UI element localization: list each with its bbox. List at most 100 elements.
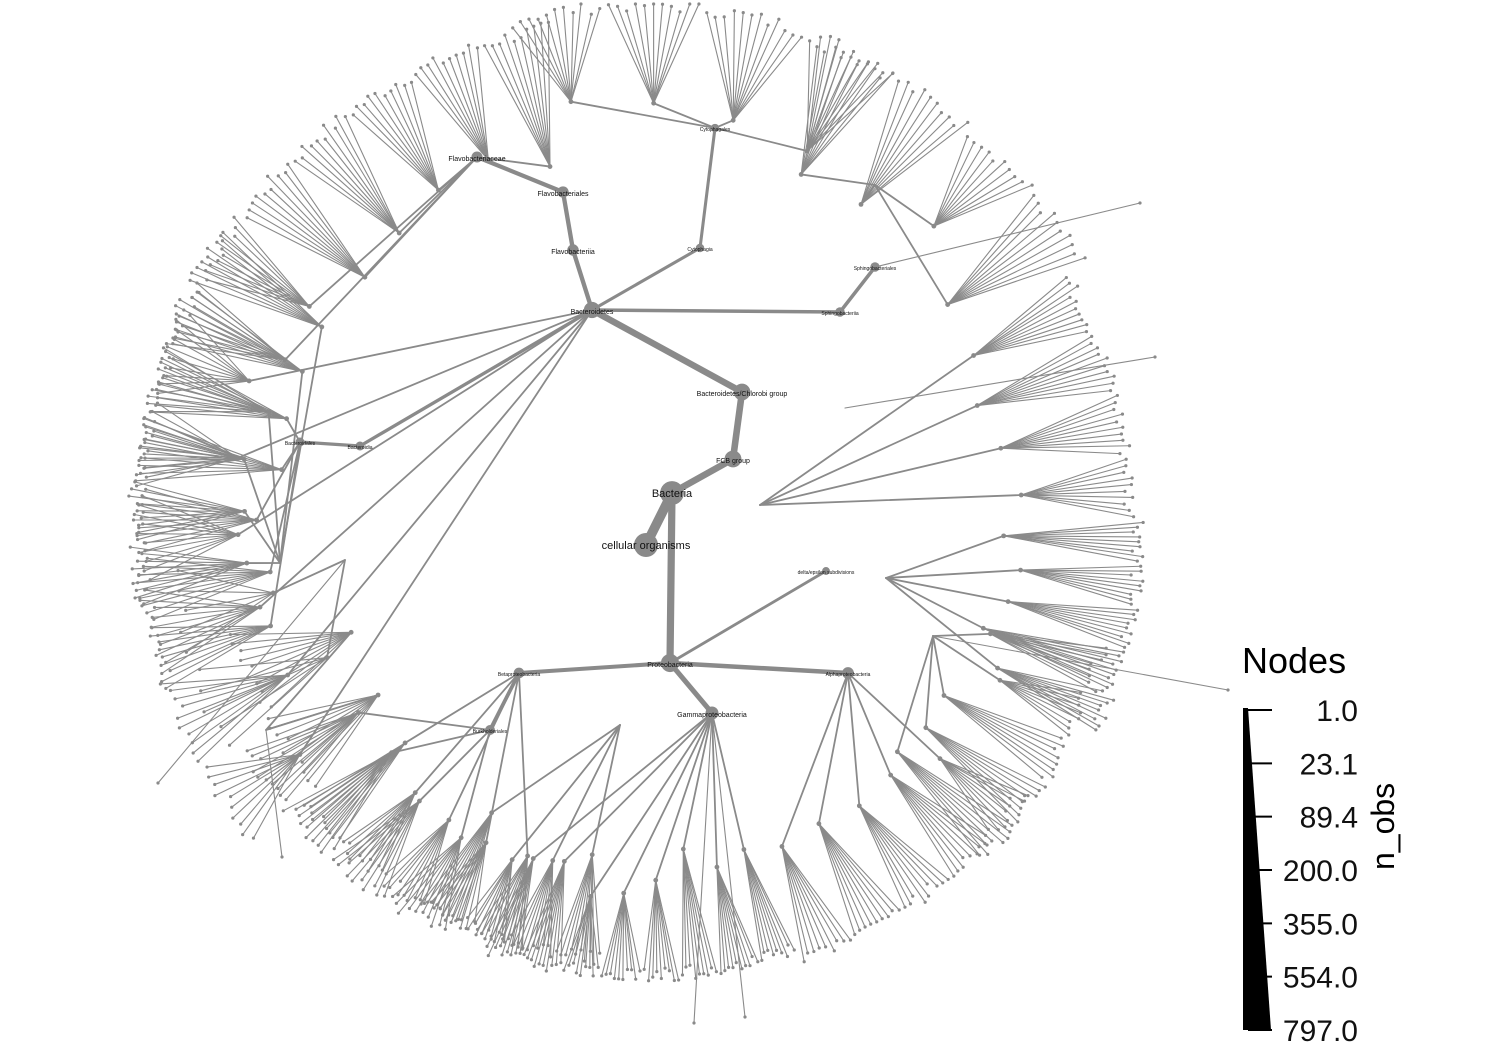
leaf-edge-218 <box>160 625 272 666</box>
leaf-node-287 <box>149 409 153 414</box>
legend-axis-label: n_obs <box>1365 782 1401 870</box>
leaf-edge-212 <box>176 329 250 382</box>
leaf-node-402 <box>1111 698 1116 702</box>
leaf-node-707 <box>275 733 279 737</box>
leaf-edge-526 <box>655 879 666 969</box>
leaf-node-547 <box>574 971 578 975</box>
leaf-node-489 <box>832 949 836 953</box>
leaf-node-36 <box>321 123 326 127</box>
edge-sphingobacteriales <box>838 265 877 314</box>
leaf-node-647 <box>345 851 350 856</box>
leaf-node-344 <box>1108 389 1113 393</box>
leaf-node-335 <box>1090 334 1094 338</box>
leaf-edge-676 <box>346 800 420 877</box>
leaf-node-577 <box>564 953 568 957</box>
leaf-node-457 <box>996 828 1000 832</box>
leaf-edge-422 <box>999 679 1080 720</box>
leaf-node-288 <box>145 401 150 405</box>
leaf-edge-558 <box>530 860 565 961</box>
leaf-node-434 <box>1043 785 1047 789</box>
leaf-edge-575 <box>575 854 593 955</box>
leaf-edge-466 <box>890 774 959 872</box>
leaf-node-587 <box>516 945 520 949</box>
leaf-edge-597 <box>474 859 513 924</box>
leaf-node-21 <box>247 208 251 212</box>
leaf-edge-45 <box>384 95 439 191</box>
leaf-edge-64 <box>513 40 551 168</box>
node-fcb <box>724 450 742 468</box>
leaf-node-676 <box>345 874 349 878</box>
leaf-node-498 <box>780 951 784 955</box>
node-label-flavobacteriia: Flavobacteriia <box>551 249 595 256</box>
leaf-node-675 <box>350 879 354 883</box>
leaf-edge-485 <box>818 823 856 936</box>
leaf-node-432 <box>1051 775 1055 779</box>
leaf-edge-322 <box>185 592 274 611</box>
leaf-node-404 <box>1098 703 1103 708</box>
leaf-edge-555 <box>542 860 565 966</box>
leaf-edge-288 <box>146 402 270 413</box>
leaf-edge-678 <box>337 800 420 866</box>
leaf-node-311 <box>205 246 210 250</box>
leaf-edge-447 <box>896 751 988 846</box>
leaf-edge-684 <box>305 752 393 839</box>
legend-title: Nodes <box>1242 640 1347 681</box>
leaf-edge-553 <box>551 860 565 966</box>
leaf-edge-62 <box>499 43 551 168</box>
leaf-node-363 <box>1127 508 1131 512</box>
leaf-node-591 <box>500 932 504 937</box>
leaf-edge-15 <box>216 241 310 307</box>
leaf-node-627 <box>438 906 442 910</box>
leaf-edge-584 <box>532 859 554 947</box>
fan-3-branch-5 <box>248 309 593 382</box>
leaf-edge-328 <box>973 296 1071 357</box>
leaf-edge-476 <box>858 805 906 908</box>
node-bacteroidia <box>355 441 365 451</box>
fan-8-branch-4 <box>885 577 999 670</box>
leaf-edge-23 <box>255 195 366 278</box>
leaf-edge-570 <box>591 854 601 954</box>
leaf-edge-595 <box>481 859 513 934</box>
leaf-edge-180 <box>150 606 261 628</box>
leaf-node-330 <box>1074 307 1078 311</box>
leaf-node-379 <box>1139 589 1143 593</box>
edge-bacteroidales <box>298 440 362 448</box>
fan-10-branch-4 <box>781 672 849 848</box>
leaf-edge-153 <box>947 253 1075 306</box>
leaf-node-322 <box>184 608 188 612</box>
leaf-edge-538 <box>613 892 625 980</box>
leaf-edge-638 <box>383 819 450 887</box>
leaf-node-701 <box>306 779 310 783</box>
leaf-edge-486 <box>781 845 852 941</box>
leaf-edge-492 <box>781 845 815 953</box>
leaf-edge-554 <box>545 860 565 972</box>
leaf-node-334 <box>1084 330 1089 334</box>
leaf-node-426 <box>1059 736 1063 740</box>
leaf-node-411 <box>1104 653 1108 657</box>
leaf-edge-273 <box>136 510 246 512</box>
leaf-edge-239 <box>141 504 258 521</box>
leaf-edge-146 <box>947 202 1039 306</box>
leaf-node-673 <box>361 888 365 892</box>
leaf-edge-673 <box>362 800 420 891</box>
leaf-node-360 <box>1123 489 1127 493</box>
leaf-edge-84 <box>634 3 655 104</box>
leaf-node-422 <box>1077 717 1081 721</box>
leaf-edge-514 <box>682 848 717 973</box>
leaf-edge-165 <box>197 674 289 762</box>
leaf-edge-711 <box>259 631 352 703</box>
leaf-edge-480 <box>818 823 883 920</box>
leaf-edge-456 <box>939 758 1006 828</box>
leaf-node-646 <box>348 857 352 861</box>
leaf-node-616 <box>489 937 493 941</box>
leaf-edge-616 <box>490 855 529 940</box>
leaf-node-506 <box>748 964 752 968</box>
leaf-edge-59 <box>476 47 489 161</box>
outlier-node-4 <box>743 1015 747 1019</box>
leaf-node-564 <box>505 950 510 954</box>
leaf-node-75 <box>552 7 557 12</box>
leaf-node-388 <box>1129 632 1133 636</box>
leaf-node-217 <box>168 669 172 673</box>
leaf-edge-572 <box>589 854 593 952</box>
fan-12-branch-3 <box>490 724 621 814</box>
